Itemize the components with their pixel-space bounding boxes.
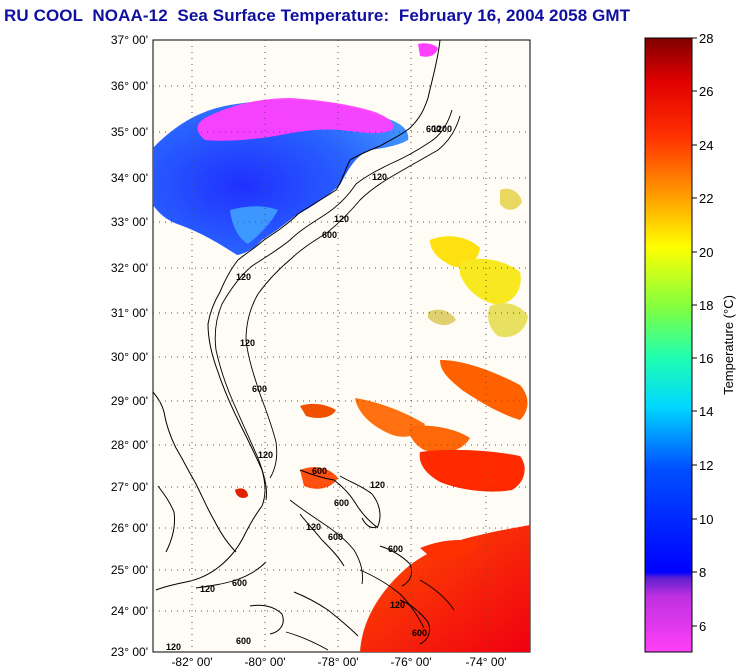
contour-label: 600 bbox=[312, 466, 327, 476]
lat-label: 37° 00' bbox=[111, 33, 148, 47]
nearshore-region bbox=[230, 206, 278, 244]
lat-label: 31° 00' bbox=[111, 306, 148, 320]
contour-label: 600 bbox=[328, 532, 343, 542]
lon-label: -82° 00' bbox=[171, 655, 212, 669]
contour-label: 600 bbox=[252, 384, 267, 394]
colorbar-title: Temperature (°C) bbox=[721, 295, 736, 395]
lat-label: 34° 00' bbox=[111, 171, 148, 185]
warm-water-region bbox=[360, 525, 530, 652]
contour-label: 1200 bbox=[432, 124, 452, 134]
contour-labels: 120 600 1200 120 120 600 120 120 600 120… bbox=[166, 124, 452, 652]
contour-label: 120 bbox=[258, 450, 273, 460]
coastline bbox=[153, 40, 441, 645]
colorbar-tick-label: 10 bbox=[699, 512, 713, 527]
sst-field bbox=[153, 40, 530, 652]
lat-label: 35° 00' bbox=[111, 125, 148, 139]
colorbar-tick-label: 14 bbox=[699, 404, 713, 419]
magenta-region bbox=[197, 98, 394, 141]
latitude-labels: 37° 00' 36° 00' 35° 00' 34° 00' 33° 00' … bbox=[111, 33, 148, 659]
lat-label: 23° 00' bbox=[111, 645, 148, 659]
contour-label: 600 bbox=[426, 124, 441, 134]
contour-label: 600 bbox=[322, 230, 337, 240]
contour-label: 600 bbox=[388, 544, 403, 554]
lat-label: 25° 00' bbox=[111, 563, 148, 577]
contour-label: 120 bbox=[390, 600, 405, 610]
lon-label: -76° 00' bbox=[390, 655, 431, 669]
colorbar-ticks bbox=[692, 37, 697, 627]
contour-label: 120 bbox=[370, 480, 385, 490]
colorbar-tick-label: 18 bbox=[699, 298, 713, 313]
colorbar-tick-label: 8 bbox=[699, 565, 706, 580]
page-title: RU COOL NOAA-12 Sea Surface Temperature:… bbox=[4, 6, 631, 25]
colorbar-tick-label: 20 bbox=[699, 245, 713, 260]
contour-label: 120 bbox=[200, 584, 215, 594]
longitude-labels: -82° 00' -80° 00' -78° 00' -76° 00' -74°… bbox=[171, 655, 506, 669]
lon-label: -78° 00' bbox=[317, 655, 358, 669]
contour-label: 120 bbox=[240, 338, 255, 348]
lat-label: 36° 00' bbox=[111, 79, 148, 93]
contour-label: 600 bbox=[232, 578, 247, 588]
warm-water-patch bbox=[420, 540, 478, 561]
contour-label: 120 bbox=[306, 522, 321, 532]
lat-label: 30° 00' bbox=[111, 350, 148, 364]
contour-label: 120 bbox=[166, 642, 181, 652]
colorbar-tick-label: 6 bbox=[699, 619, 706, 634]
lat-label: 28° 00' bbox=[111, 438, 148, 452]
yellow-patches bbox=[428, 188, 528, 338]
colorbar-tick-label: 28 bbox=[699, 31, 713, 46]
lat-label: 27° 00' bbox=[111, 480, 148, 494]
lat-label: 29° 00' bbox=[111, 394, 148, 408]
orange-patches bbox=[235, 360, 528, 498]
isobath-contours bbox=[195, 109, 461, 651]
contour-label: 120 bbox=[372, 172, 387, 182]
colorbar-tick-label: 12 bbox=[699, 458, 713, 473]
colorbar-tick-label: 26 bbox=[699, 84, 713, 99]
lat-label: 24° 00' bbox=[111, 604, 148, 618]
colorbar-tick-label: 16 bbox=[699, 351, 713, 366]
lat-label: 32° 00' bbox=[111, 261, 148, 275]
contour-label: 600 bbox=[236, 636, 251, 646]
lat-label: 33° 00' bbox=[111, 215, 148, 229]
colorbar-scale bbox=[644, 37, 693, 653]
lon-label: -80° 00' bbox=[244, 655, 285, 669]
lon-label: -74° 00' bbox=[465, 655, 506, 669]
magenta-region-north bbox=[418, 43, 438, 57]
contour-label: 600 bbox=[334, 498, 349, 508]
graticule bbox=[153, 40, 530, 652]
colorbar-tick-label: 22 bbox=[699, 191, 713, 206]
contour-label: 120 bbox=[334, 214, 349, 224]
contour-label: 600 bbox=[412, 628, 427, 638]
contour-label: 120 bbox=[236, 272, 251, 282]
colorbar: 28 26 24 22 20 18 16 14 12 10 8 6 Temper… bbox=[644, 31, 736, 653]
colorbar-tick-label: 24 bbox=[699, 138, 713, 153]
lat-label: 26° 00' bbox=[111, 521, 148, 535]
